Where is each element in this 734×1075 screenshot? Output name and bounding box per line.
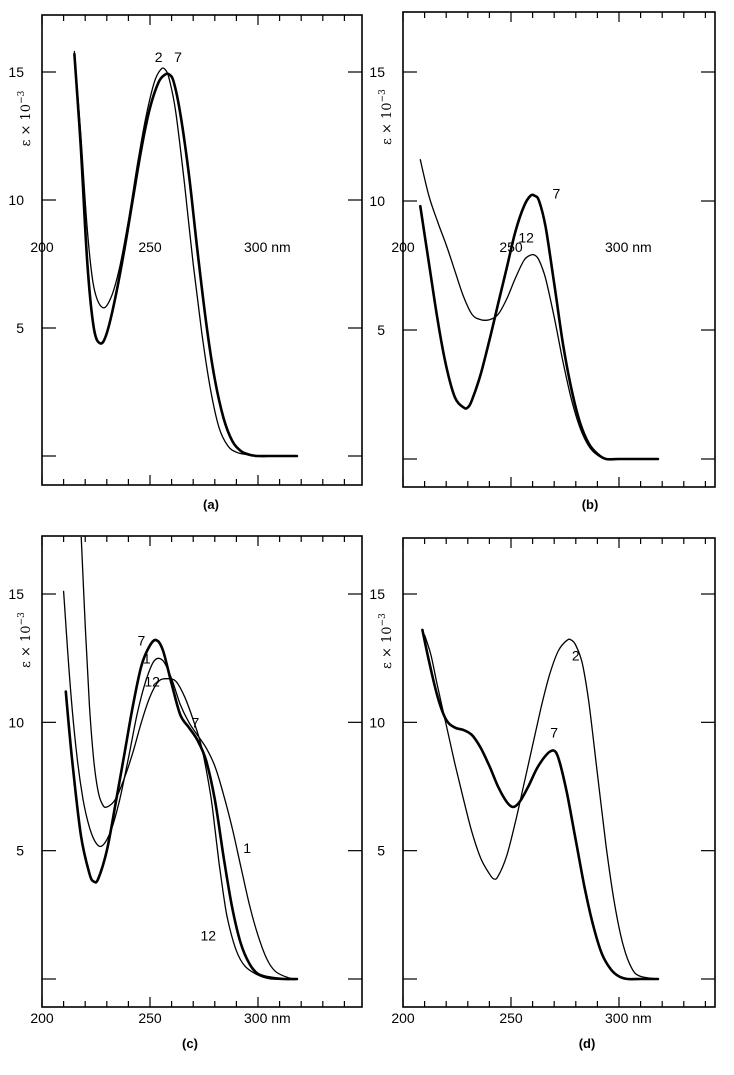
series-label: 12: [144, 673, 160, 689]
y-axis-label-exponent: −3: [17, 612, 27, 626]
panel-label: (b): [582, 497, 599, 512]
series-line-7: [73, 52, 299, 458]
y-tick-label: 15: [8, 64, 24, 80]
y-axis-label: ε × 10−3: [378, 89, 395, 145]
y-tick-label: 10: [369, 714, 385, 730]
series-line-7: [421, 628, 660, 981]
series-line-12: [80, 537, 298, 980]
y-tick-label: 5: [377, 322, 385, 338]
curve-annotation: 12: [201, 928, 217, 944]
plot-frame: [402, 537, 716, 1008]
x-tick-label: 300 nm: [605, 1010, 652, 1026]
series-line-12: [419, 159, 659, 460]
x-tick-label: 250: [499, 1010, 523, 1026]
y-tick-label: 5: [377, 843, 385, 859]
panel-label: (d): [579, 1036, 596, 1051]
y-tick-label: 10: [369, 193, 385, 209]
x-tick-label: 200: [391, 239, 415, 255]
series-label: 7: [552, 185, 560, 201]
y-axis-label-exponent: −3: [378, 613, 388, 627]
x-tick-label: 200: [30, 1010, 54, 1026]
y-axis-label: ε × 10−3: [378, 613, 395, 669]
y-axis-label: ε × 10−3: [17, 612, 34, 668]
y-axis-label-base: ε × 10: [380, 626, 395, 668]
series-label: 2: [155, 49, 163, 65]
y-axis-label: ε × 10−3: [17, 90, 34, 146]
x-tick-label: 200: [30, 239, 54, 255]
plot-frame: [41, 535, 363, 1008]
series-line-7: [419, 193, 660, 461]
y-tick-label: 15: [369, 586, 385, 602]
y-tick-label: 10: [8, 714, 24, 730]
series-line-7: [64, 638, 299, 981]
chart-panel-c: 200 250 300 nm 5 10 15 ε × 10−3 (c) 7 1 12 7 1 12: [8, 535, 363, 1051]
series-line-2: [73, 50, 298, 457]
y-tick-label: 5: [16, 843, 24, 859]
x-tick-label: 300 nm: [605, 239, 652, 255]
series-label: 7: [137, 632, 145, 648]
y-axis-label-base: ε × 10: [380, 102, 395, 144]
y-tick-label: 10: [8, 192, 24, 208]
x-tick-label: 250: [138, 239, 162, 255]
plot-frame: [41, 14, 363, 486]
series-label: 12: [518, 229, 534, 245]
curve-annotation: 1: [243, 840, 251, 856]
series-label: 7: [174, 49, 182, 65]
series-label: 2: [572, 648, 580, 664]
y-axis-label-base: ε × 10: [19, 625, 34, 667]
series-label: 1: [143, 650, 151, 666]
x-tick-label: 300 nm: [244, 1010, 291, 1026]
y-tick-label: 15: [369, 64, 385, 80]
panel-label: (c): [182, 1036, 198, 1051]
x-tick-label: 250: [138, 1010, 162, 1026]
panel-label: (a): [203, 497, 219, 512]
y-axis-label-exponent: −3: [17, 90, 27, 104]
series-label: 7: [550, 725, 558, 741]
plot-frame: [402, 11, 716, 488]
y-axis-label-base: ε × 10: [19, 104, 34, 146]
x-tick-label: 300 nm: [244, 239, 291, 255]
y-tick-label: 5: [16, 320, 24, 336]
chart-panel-d: 200 250 300 nm 5 10 15 ε × 10−3 (d) 2 7: [369, 537, 716, 1051]
series-line-2: [423, 634, 659, 980]
curve-annotation: 7: [191, 714, 199, 730]
y-axis-label-exponent: −3: [378, 89, 388, 103]
chart-panel-a: 200 250 300 nm 5 10 15 ε × 10−3 (a) 2 7: [8, 14, 363, 512]
x-tick-label: 200: [391, 1010, 415, 1026]
series-line-1: [62, 590, 298, 980]
y-tick-label: 15: [8, 586, 24, 602]
